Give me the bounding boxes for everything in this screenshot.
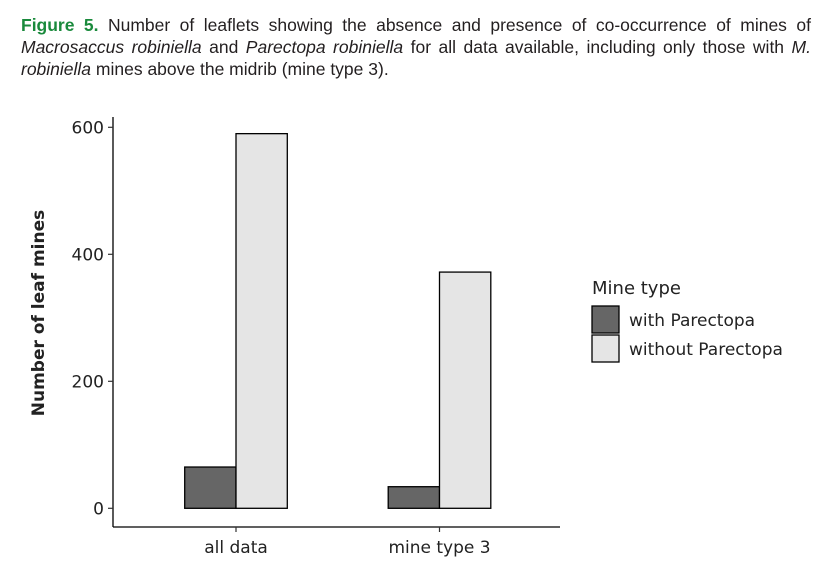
bar-all-data-without-parectopa xyxy=(235,132,288,509)
legend-title: Mine type xyxy=(592,278,681,299)
caption-text: M. robiniella xyxy=(21,37,811,79)
y-tick-label: 0 xyxy=(93,499,104,519)
caption-text: Parectopa robiniella xyxy=(245,37,404,57)
legend-label: without Parectopa xyxy=(629,340,783,360)
legend-label: with Parectopa xyxy=(629,311,755,331)
legend-swatch xyxy=(591,305,620,334)
x-tick-label: mine type 3 xyxy=(388,538,490,558)
legend-swatch xyxy=(591,334,620,363)
figure-caption: Figure 5. Number of leaflets showing the… xyxy=(21,14,811,80)
bar-mine-type-3-without-parectopa xyxy=(438,271,492,509)
bar-mine-type-3-with-parectopa xyxy=(387,486,441,509)
y-tick-label: 400 xyxy=(72,245,104,265)
x-tick-label: all data xyxy=(204,538,268,558)
y-tick-label: 600 xyxy=(72,118,104,138)
y-tick-label: 200 xyxy=(72,372,104,392)
caption-text: mines above the midrib (mine type 3). xyxy=(91,59,389,79)
y-axis-label: Number of leaf mines xyxy=(29,210,49,416)
caption-text: for all data available, including only t… xyxy=(403,37,792,57)
caption-text: and xyxy=(201,37,246,57)
figure-label: Figure 5. xyxy=(21,15,99,35)
caption-text: Number of leaflets showing the absence a… xyxy=(98,15,811,35)
caption-text: Macrosaccus robiniella xyxy=(21,37,202,57)
bar-all-data-with-parectopa xyxy=(184,466,237,509)
